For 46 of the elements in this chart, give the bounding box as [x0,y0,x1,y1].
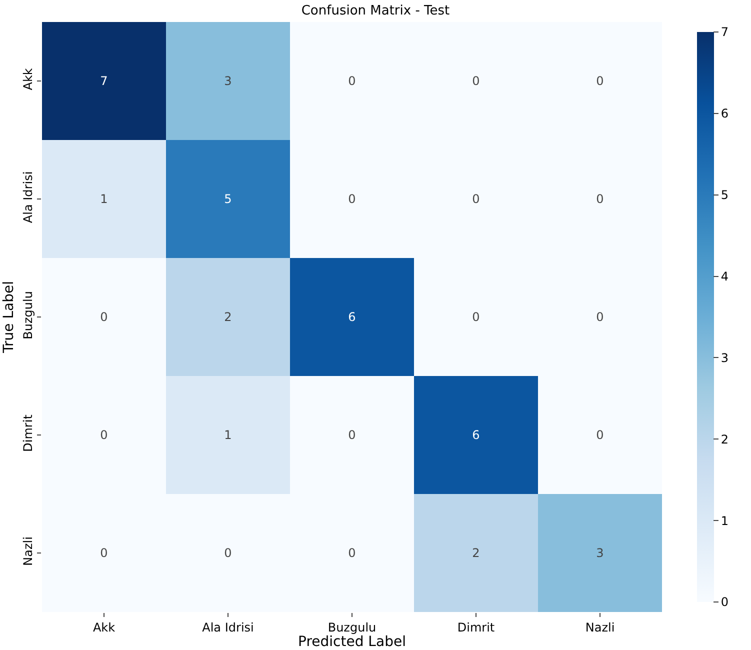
data-label: 3 [224,74,232,88]
color-bar-label: 0 [720,595,729,610]
data-label: 0 [348,192,356,206]
data-label: 0 [224,546,232,560]
color-bar-label: 1 [720,514,729,528]
data-label: 0 [100,546,108,560]
data-label: 2 [224,310,232,324]
data-label: 0 [596,310,604,324]
x-axis-title: Predicted Label [298,634,406,650]
data-label: 1 [100,192,108,206]
color-bar-label: 7 [720,25,729,40]
x-tick-label: Nazli [585,620,615,634]
data-label: 2 [472,546,480,560]
data-label: 0 [472,74,480,88]
y-tick-label: Nazli [21,536,36,566]
chart-title: Confusion Matrix - Test [301,3,450,18]
y-tick-label: Dimrit [21,414,36,452]
y-tick-label: Buzgulu [21,291,36,340]
x-tick-label: Buzgulu [328,620,376,634]
data-label: 0 [596,192,604,206]
data-label: 0 [348,74,356,88]
data-label: 0 [596,428,604,442]
data-label: 0 [348,546,356,560]
data-label: 1 [224,428,232,442]
data-label: 0 [472,310,480,324]
data-label: 7 [100,74,108,88]
data-label: 0 [472,192,480,206]
data-label: 0 [596,74,604,88]
x-tick-label: Dimrit [457,620,495,634]
x-tick-label: Ala Idrisi [202,620,254,634]
color-bar-label: 4 [720,269,729,284]
x-tick-label: Akk [92,620,116,634]
data-label: 6 [348,310,356,324]
color-bar-label: 2 [720,432,729,446]
data-label: 6 [472,428,480,442]
data-label: 0 [100,310,108,324]
data-label: 5 [224,192,232,206]
data-label: 0 [100,428,108,442]
y-axis-title: True Label [0,281,17,354]
color-bar-label: 5 [720,188,729,202]
y-tick-label: Ala Idrisi [21,171,36,224]
y-tick-label: Akk [21,68,36,90]
data-label: 0 [348,428,356,442]
color-bar-label: 3 [720,350,729,365]
color-bar-label: 6 [720,106,729,121]
data-label: 3 [596,546,604,560]
